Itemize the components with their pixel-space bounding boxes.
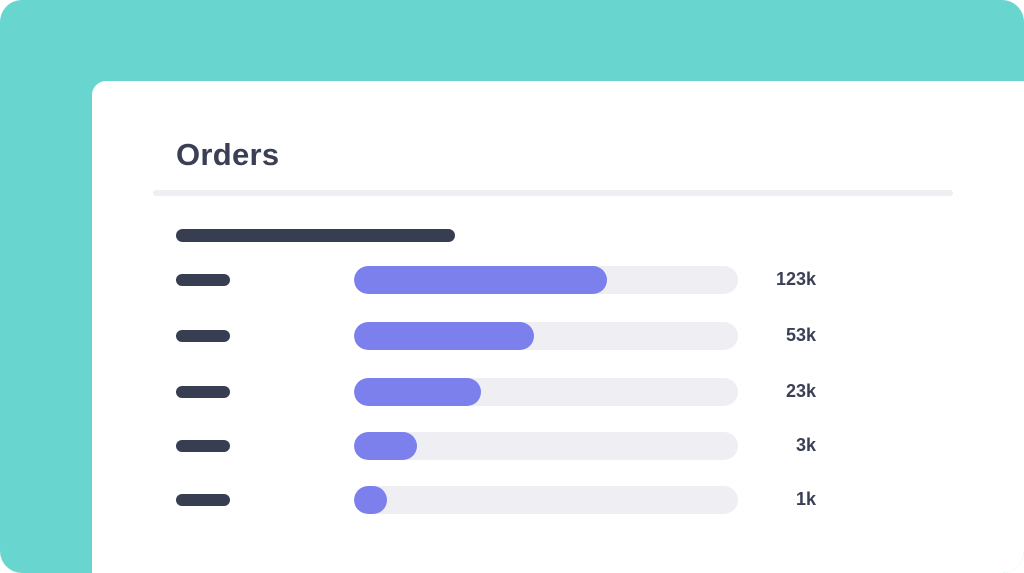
progress-track [354,378,738,406]
progress-fill [354,486,387,514]
row-label-placeholder [176,330,230,342]
order-row: 1k [92,486,1024,514]
progress-fill [354,378,481,406]
card-title: Orders [176,137,280,172]
order-row: 23k [92,378,1024,406]
order-row: 123k [92,266,1024,294]
row-label-placeholder [176,440,230,452]
progress-fill [354,432,418,460]
row-value: 3k [795,435,816,455]
progress-track [354,486,738,514]
order-row: 53k [92,322,1024,350]
row-value: 23k [785,381,816,401]
progress-track [354,432,738,460]
progress-track [354,266,738,294]
row-label-placeholder [176,274,230,286]
row-value: 53k [785,325,816,345]
row-label-placeholder [176,386,230,398]
title-divider [153,190,953,196]
row-value: 1k [795,489,816,509]
orders-card: Orders 123k 53k 23k [92,81,1024,573]
row-value: 123k [775,269,816,289]
list-header-placeholder [176,229,455,242]
progress-track [354,322,738,350]
progress-fill [354,266,608,294]
order-row: 3k [92,432,1024,460]
progress-fill [354,322,535,350]
row-label-placeholder [176,494,230,506]
